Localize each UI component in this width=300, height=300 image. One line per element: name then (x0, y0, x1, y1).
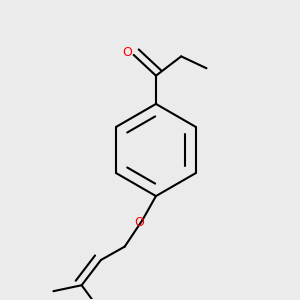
Text: O: O (122, 46, 132, 59)
Text: O: O (134, 216, 144, 229)
